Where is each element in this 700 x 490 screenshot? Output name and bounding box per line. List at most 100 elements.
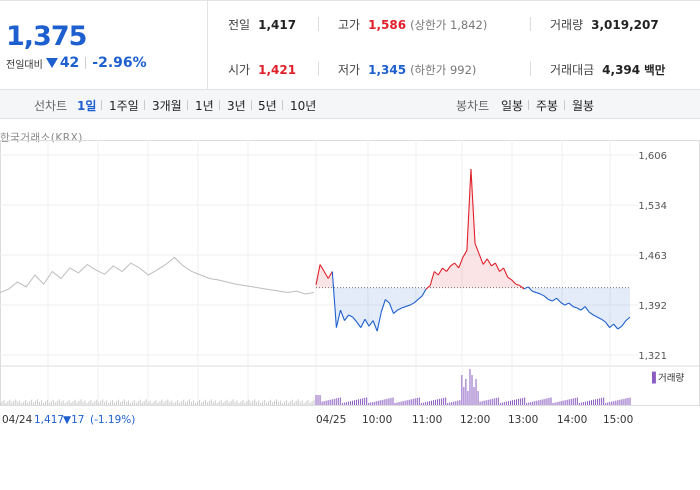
area-segment xyxy=(356,287,361,328)
line-segment xyxy=(339,309,346,321)
tab-10year[interactable]: 10년 xyxy=(290,99,317,113)
area-segment xyxy=(487,258,492,288)
line-segment xyxy=(376,312,382,332)
change-value: 42 xyxy=(59,55,80,71)
tab-5year[interactable]: 5년 xyxy=(258,99,277,113)
prev-close-value: 1,417 xyxy=(34,414,64,426)
area-segment xyxy=(336,287,341,328)
x-tick-label: 04/25 xyxy=(316,414,346,426)
area-segment xyxy=(593,287,598,318)
area-segment xyxy=(352,287,357,323)
tab-daily-candle[interactable]: 일봉 xyxy=(501,99,524,113)
line-segment xyxy=(536,292,541,295)
line-segment xyxy=(429,271,435,286)
change-label: 전일대비 xyxy=(6,59,43,71)
tab-3month[interactable]: 3개월 xyxy=(152,99,182,113)
line-segment xyxy=(593,314,598,318)
area-segment xyxy=(491,263,496,288)
area-segment xyxy=(324,271,329,288)
area-segment xyxy=(413,287,418,304)
y-tick-label: 1,392 xyxy=(638,301,667,312)
area-segment xyxy=(450,263,455,288)
line-segment xyxy=(564,302,570,306)
line-segment xyxy=(364,318,370,327)
line-segment xyxy=(511,279,517,285)
line-segment xyxy=(421,288,427,297)
line-segment xyxy=(348,314,353,318)
prev-change: ▼17 xyxy=(63,414,84,426)
line-segment xyxy=(425,285,431,290)
area-segment xyxy=(605,287,610,328)
down-triangle-icon xyxy=(45,58,58,68)
tab-1week[interactable]: 1주일 xyxy=(109,99,139,113)
line-segment xyxy=(548,299,553,302)
line-segment xyxy=(609,323,615,329)
area-segment xyxy=(589,287,594,315)
line-segment xyxy=(327,271,333,279)
line-segment xyxy=(446,265,452,272)
line-segment xyxy=(433,271,439,276)
area-segment xyxy=(576,287,582,311)
area-segment xyxy=(401,287,406,308)
line-segment xyxy=(380,299,386,313)
y-tick-label: 1,534 xyxy=(638,201,667,212)
tab-monthly-candle[interactable]: 월봉 xyxy=(572,99,595,113)
line-segment xyxy=(491,262,496,267)
area-segment xyxy=(568,287,573,307)
line-segment xyxy=(597,316,602,320)
area-segment xyxy=(462,250,467,288)
line-segment xyxy=(372,320,378,332)
line-segment xyxy=(560,301,566,306)
tab-1day[interactable]: 1일 xyxy=(77,99,97,113)
line-segment xyxy=(344,314,350,321)
x-tick-label: 13:00 xyxy=(508,414,538,426)
line-segment xyxy=(450,262,455,267)
chart-tabs: 선차트 1일 1주일 3개월 1년 3년 5년 10년 봉차트 일봉 주봉 월봉 xyxy=(0,90,700,119)
x-tick-label: 10:00 xyxy=(362,414,392,426)
line-segment xyxy=(482,258,488,265)
line-segment xyxy=(442,267,447,272)
line-segment xyxy=(413,299,419,304)
chart-grid xyxy=(0,140,700,406)
line-segment xyxy=(523,286,529,290)
volume-bars xyxy=(0,369,631,405)
volume-legend-mark: ▌ xyxy=(651,371,660,384)
candle-chart-label: 봉차트 xyxy=(456,99,490,113)
area-segment xyxy=(585,287,590,313)
tab-1year[interactable]: 1년 xyxy=(195,99,214,113)
line-segment xyxy=(474,243,480,255)
area-segment xyxy=(483,258,488,288)
change-percent: -2.96% xyxy=(92,55,147,71)
line-segment xyxy=(454,262,460,269)
line-segment xyxy=(494,262,501,272)
area-segment xyxy=(548,287,553,301)
area-segment xyxy=(511,279,516,288)
line-segment xyxy=(409,302,415,306)
area-segment xyxy=(617,287,622,330)
line-segment xyxy=(470,169,476,244)
line-segment xyxy=(466,169,472,251)
line-segment xyxy=(417,295,423,300)
line-segment xyxy=(499,267,504,272)
area-segment xyxy=(409,287,414,306)
price-chart: 1,606 1,534 1,463 1,392 1,321 04/25 10:00 11:0… xyxy=(0,140,700,426)
line-segment xyxy=(315,264,321,285)
area-segment xyxy=(434,271,439,288)
change-row: 전일대비 42 -2.96% xyxy=(6,55,147,71)
line-segment xyxy=(531,290,537,294)
line-segment xyxy=(356,321,362,328)
area-segment xyxy=(475,243,480,288)
line-segment xyxy=(576,307,582,311)
tab-weekly-candle[interactable]: 주봉 xyxy=(536,99,559,113)
line-segment xyxy=(621,320,627,327)
line-segment xyxy=(401,306,406,309)
line-segment xyxy=(397,307,402,311)
line-segment xyxy=(352,316,358,323)
line-segment xyxy=(437,267,443,276)
x-tick-label: 14:00 xyxy=(557,414,587,426)
price-box: 1,375 전일대비 42 -2.96% xyxy=(0,1,208,90)
line-segment xyxy=(519,285,525,290)
line-segment xyxy=(486,258,492,267)
tab-3year[interactable]: 3년 xyxy=(227,99,246,113)
line-segment xyxy=(601,318,606,323)
